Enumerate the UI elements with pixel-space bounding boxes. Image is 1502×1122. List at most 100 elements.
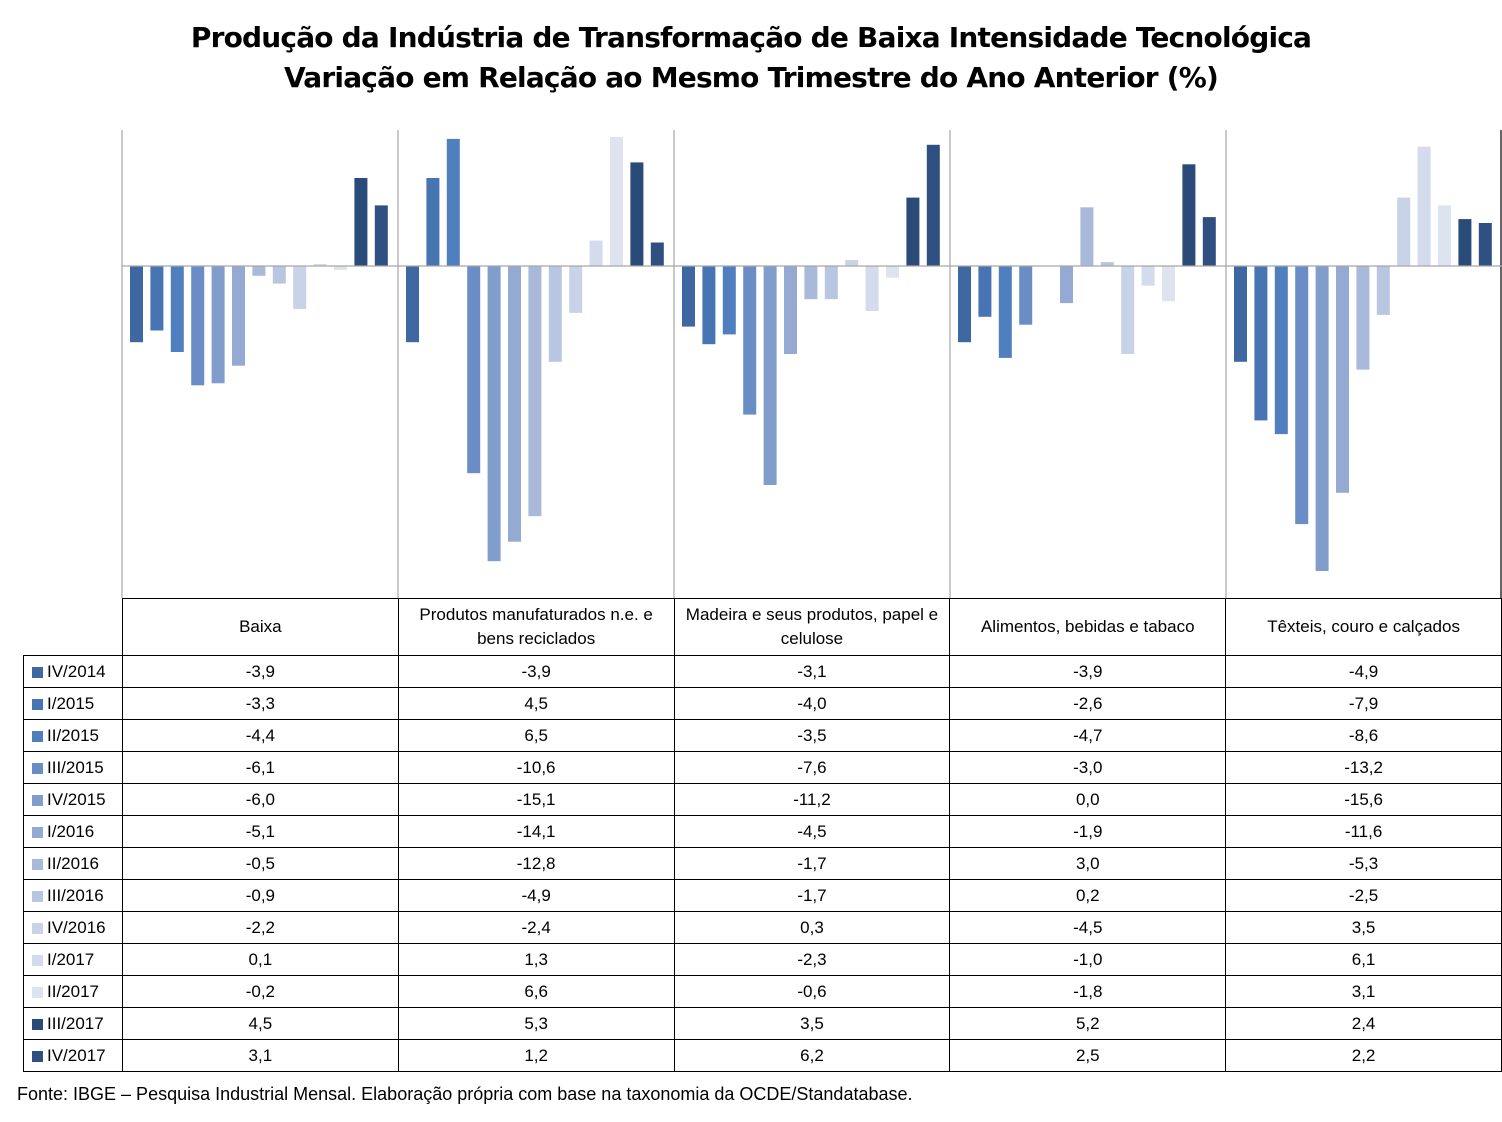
bar-III-2017-group-3 [906, 197, 920, 266]
bar-IV-2015-group-3 [763, 266, 777, 485]
bar-IV-2015-group-2 [487, 266, 501, 562]
bar-III-2017-group-2 [630, 162, 644, 266]
bar-IV-2017-group-2 [650, 242, 664, 266]
bar-IV-2017-group-1 [374, 205, 388, 266]
bar-I-2016-group-4 [1060, 266, 1073, 304]
series-label: IV/2014 [47, 661, 106, 681]
data-label: 6,1 [1225, 943, 1502, 976]
category-label: Madeira e seus produtos, papel e celulos… [673, 598, 951, 656]
data-label: -1,7 [673, 879, 951, 912]
data-label: 1,3 [397, 943, 675, 976]
data-label: -4,9 [397, 879, 675, 912]
data-label: -3,9 [397, 655, 675, 688]
table-row: II/2016 -0,5 -12,8 -1,7 3,0 -5,3 [23, 847, 1502, 880]
bar-III-2015-group-1 [191, 266, 205, 386]
bar-II-2016-group-4 [1080, 207, 1094, 266]
table-row: IV/2014 -3,9 -3,9 -3,1 -3,9 -4,9 [23, 655, 1502, 688]
data-label: -5,3 [1225, 847, 1502, 880]
data-label: -6,0 [121, 783, 399, 816]
data-label: -1,0 [949, 943, 1227, 976]
table-row: III/2015 -6,1 -10,6 -7,6 -3,0 -13,2 [23, 751, 1502, 784]
table-row: III/2017 4,5 5,3 3,5 5,2 2,4 [23, 1007, 1502, 1040]
bar-II-2017-group-1 [334, 266, 347, 270]
bar-IV-2015-group-5 [1315, 266, 1329, 571]
data-label: 0,0 [949, 783, 1227, 816]
bar-IV-2014-group-1 [130, 266, 143, 343]
data-label: -3,3 [121, 687, 399, 720]
legend-swatch [32, 826, 43, 838]
bar-IV-2015-group-1 [211, 266, 225, 384]
table-row: II/2017 -0,2 6,6 -0,6 -1,8 3,1 [23, 975, 1502, 1008]
bar-II-2016-group-5 [1356, 266, 1370, 370]
legend-swatch [32, 762, 43, 774]
data-label: -0,2 [121, 975, 399, 1008]
series-label: I/2016 [47, 821, 95, 841]
data-label: 4,5 [121, 1007, 399, 1040]
data-label: -11,2 [673, 783, 951, 816]
data-label: -3,9 [949, 655, 1227, 688]
series-label: III/2017 [47, 1013, 104, 1033]
bar-IV-2017-group-4 [1202, 217, 1216, 266]
legend-entry: III/2017 [23, 1007, 123, 1040]
data-label: -0,9 [121, 879, 399, 912]
data-label: 3,1 [1225, 975, 1502, 1008]
bar-III-2015-group-3 [743, 266, 757, 415]
table-corner [24, 599, 123, 656]
series-label: III/2016 [47, 885, 104, 905]
table-row: I/2015 -3,3 4,5 -4,0 -2,6 -7,9 [23, 687, 1502, 720]
bar-II-2015-group-1 [170, 266, 184, 352]
bar-II-2016-group-1 [252, 266, 266, 276]
legend-swatch [32, 730, 43, 742]
series-label: I/2015 [47, 693, 95, 713]
data-label: 3,5 [1225, 911, 1502, 944]
bar-III-2016-group-2 [548, 266, 562, 362]
data-table: Baixa Produtos manufaturados n.e. e bens … [23, 598, 1502, 1072]
bar-IV-2017-group-5 [1478, 223, 1492, 266]
bar-III-2016-group-1 [272, 266, 286, 284]
data-label: -3,0 [949, 751, 1227, 784]
data-label: -5,1 [121, 815, 399, 848]
legend-entry: II/2015 [23, 719, 123, 752]
legend-swatch [32, 890, 43, 902]
bar-III-2015-group-4 [1019, 266, 1033, 325]
data-label: -1,8 [949, 975, 1227, 1008]
legend-entry: IV/2016 [23, 911, 123, 944]
bar-III-2016-group-4 [1100, 262, 1114, 266]
bar-IV-2016-group-3 [845, 260, 859, 266]
bar-IV-2016-group-4 [1121, 266, 1135, 354]
data-label: 5,2 [949, 1007, 1227, 1040]
bar-I-2015-group-1 [150, 266, 164, 331]
bar-I-2017-group-3 [865, 266, 879, 311]
data-label: 6,6 [397, 975, 675, 1008]
data-label: -4,5 [949, 911, 1227, 944]
data-label: -2,6 [949, 687, 1227, 720]
bar-II-2017-group-3 [886, 266, 899, 278]
data-label: -15,1 [397, 783, 675, 816]
data-label: -4,4 [121, 719, 399, 752]
bar-IV-2016-group-2 [569, 266, 583, 313]
table-row: I/2017 0,1 1,3 -2,3 -1,0 6,1 [23, 943, 1502, 976]
bar-IV-2016-group-1 [293, 266, 307, 309]
data-label: 3,1 [121, 1039, 399, 1072]
data-label: -4,5 [673, 815, 951, 848]
data-label: -13,2 [1225, 751, 1502, 784]
data-label: -7,6 [673, 751, 951, 784]
legend-entry: IV/2014 [23, 655, 123, 688]
table-row: II/2015 -4,4 6,5 -3,5 -4,7 -8,6 [23, 719, 1502, 752]
data-label: 2,5 [949, 1039, 1227, 1072]
table-row: IV/2016 -2,2 -2,4 0,3 -4,5 3,5 [23, 911, 1502, 944]
legend-entry: IV/2017 [23, 1039, 123, 1072]
bar-II-2017-group-5 [1438, 205, 1451, 266]
legend-swatch [32, 698, 43, 710]
bar-I-2015-group-2 [426, 178, 440, 266]
legend-swatch [32, 1018, 43, 1030]
bar-IV-2014-group-4 [958, 266, 971, 343]
data-label: 2,2 [1225, 1039, 1502, 1072]
data-label: -3,1 [673, 655, 951, 688]
legend-swatch [32, 1050, 43, 1062]
data-label: 4,5 [397, 687, 675, 720]
bar-II-2017-group-2 [610, 137, 623, 266]
bar-IV-2017-group-3 [926, 144, 940, 266]
bar-II-2015-group-2 [446, 138, 460, 266]
bar-III-2015-group-5 [1295, 266, 1309, 525]
